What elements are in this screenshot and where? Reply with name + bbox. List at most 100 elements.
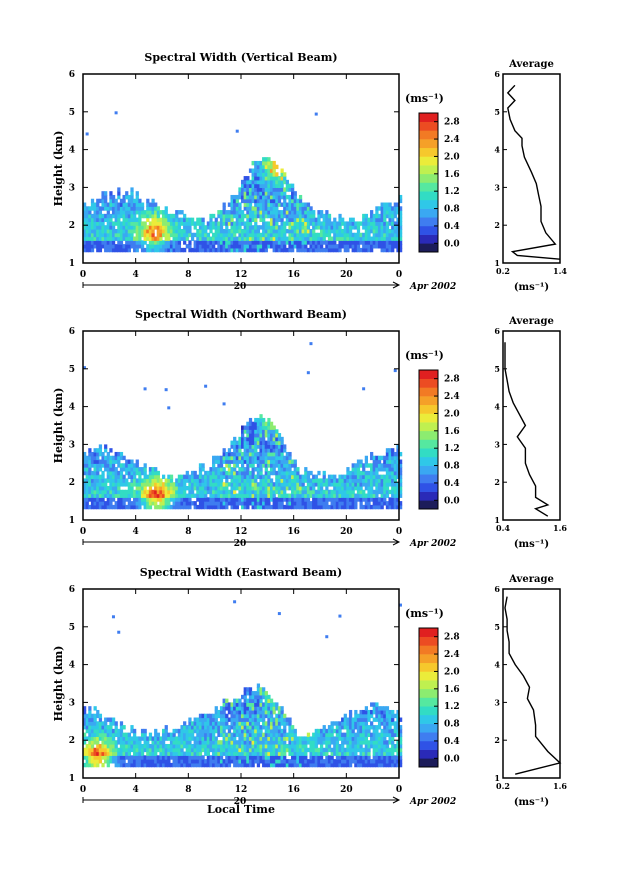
heatmap-cell <box>109 455 113 461</box>
heatmap-cell <box>109 191 113 196</box>
heatmap-cell <box>346 747 350 753</box>
heatmap-cell <box>135 244 139 249</box>
heatmap-cell <box>388 474 392 480</box>
colorbar-segment <box>419 680 438 690</box>
heatmap-cell <box>167 485 171 491</box>
heatmap-cell <box>241 709 245 715</box>
heatmap-cell <box>348 504 353 510</box>
heatmap-cell <box>256 194 261 200</box>
heatmap-cell <box>391 221 395 226</box>
heatmap-cell <box>109 221 113 226</box>
heatmap-cell <box>275 191 279 196</box>
heatmap-cell <box>330 740 334 745</box>
heatmap-cell <box>267 179 271 185</box>
heatmap-cell <box>85 455 89 461</box>
heatmap-cell <box>135 240 139 245</box>
heatmap-cell <box>140 228 145 234</box>
heatmap-cell <box>243 194 247 200</box>
heatmap-cell <box>138 736 142 741</box>
heatmap-cell <box>193 493 197 498</box>
heatmap-cell <box>341 504 345 510</box>
heatmap-cell <box>370 762 374 768</box>
heatmap-cell <box>277 183 282 188</box>
heatmap-cell <box>90 459 95 464</box>
heatmap-cell <box>235 210 239 215</box>
heatmap-cell <box>380 497 384 502</box>
x-tick-label: 16 <box>287 785 300 795</box>
heatmap-cell <box>140 221 145 226</box>
heatmap-cell <box>362 387 366 391</box>
heatmap-cell <box>238 221 242 226</box>
heatmap-cell <box>251 497 255 502</box>
heatmap-cell <box>288 751 292 756</box>
heatmap-cell <box>262 176 266 181</box>
heatmap-cell <box>259 206 263 211</box>
heatmap-cell <box>383 740 387 745</box>
heatmap-cell <box>385 706 390 711</box>
heatmap-cell <box>154 470 158 476</box>
heatmap-cell <box>90 728 95 734</box>
heatmap-cell <box>156 217 160 223</box>
heatmap-cell <box>109 478 113 483</box>
heatmap-cell <box>151 206 155 211</box>
heatmap-cell <box>351 740 355 745</box>
heatmap-cell <box>256 683 261 688</box>
heatmap-cell <box>101 202 105 207</box>
heatmap-cell <box>93 467 97 472</box>
heatmap-cell <box>269 425 274 430</box>
heatmap-cell <box>380 474 384 480</box>
heatmap-cell <box>317 221 321 226</box>
heatmap-cell <box>230 474 234 480</box>
heatmap-cell <box>301 497 305 502</box>
heatmap-cell <box>251 448 255 453</box>
heatmap-cell <box>375 747 379 753</box>
heatmap-cell <box>246 709 250 715</box>
heatmap-cell <box>119 232 124 238</box>
heatmap-cell <box>117 736 121 741</box>
heatmap-cell <box>206 470 210 476</box>
heatmap-cell <box>348 225 353 230</box>
heatmap-cell <box>280 482 284 487</box>
heatmap-cell <box>225 474 229 480</box>
heatmap-cell <box>241 732 245 738</box>
heatmap-cell <box>351 474 355 480</box>
heatmap-cell <box>206 501 210 506</box>
heatmap-cell <box>301 217 305 223</box>
heatmap-cell <box>380 751 384 756</box>
heatmap-cell <box>383 713 387 719</box>
heatmap-cell <box>264 470 268 476</box>
heatmap-cell <box>98 444 103 449</box>
heatmap-cell <box>364 213 368 219</box>
heatmap-cell <box>201 497 205 502</box>
heatmap-cell <box>291 213 295 219</box>
heatmap-cell <box>288 725 292 730</box>
heatmap-cell <box>167 504 171 510</box>
heatmap-cell <box>325 478 329 483</box>
heatmap-cell <box>222 451 226 457</box>
heatmap-cell <box>125 751 129 756</box>
heatmap-cell <box>180 759 184 764</box>
heatmap-cell <box>109 448 113 453</box>
heatmap-cell <box>364 455 368 461</box>
heatmap-cell <box>269 478 274 483</box>
heatmap-cell <box>117 747 121 753</box>
heatmap-cell <box>227 709 232 715</box>
heatmap-cell <box>243 694 247 700</box>
heatmap-cell <box>201 755 205 760</box>
heatmap-cell <box>104 191 108 196</box>
heatmap-cell <box>291 474 295 480</box>
heatmap-cell <box>388 482 392 487</box>
heatmap-cell <box>233 459 237 464</box>
heatmap-cell <box>204 751 208 756</box>
heatmap-cell <box>277 762 282 768</box>
heatmap-cell <box>277 433 282 438</box>
heatmap-cell <box>119 725 124 730</box>
heatmap-cell <box>196 244 200 249</box>
heatmap-cell <box>383 717 387 722</box>
heatmap-cell <box>269 463 274 468</box>
heatmap-cell <box>238 493 242 498</box>
heatmap-cell <box>101 489 105 495</box>
heatmap-cell <box>348 489 353 495</box>
heatmap-cell <box>396 470 400 476</box>
heatmap-cell <box>375 489 379 495</box>
